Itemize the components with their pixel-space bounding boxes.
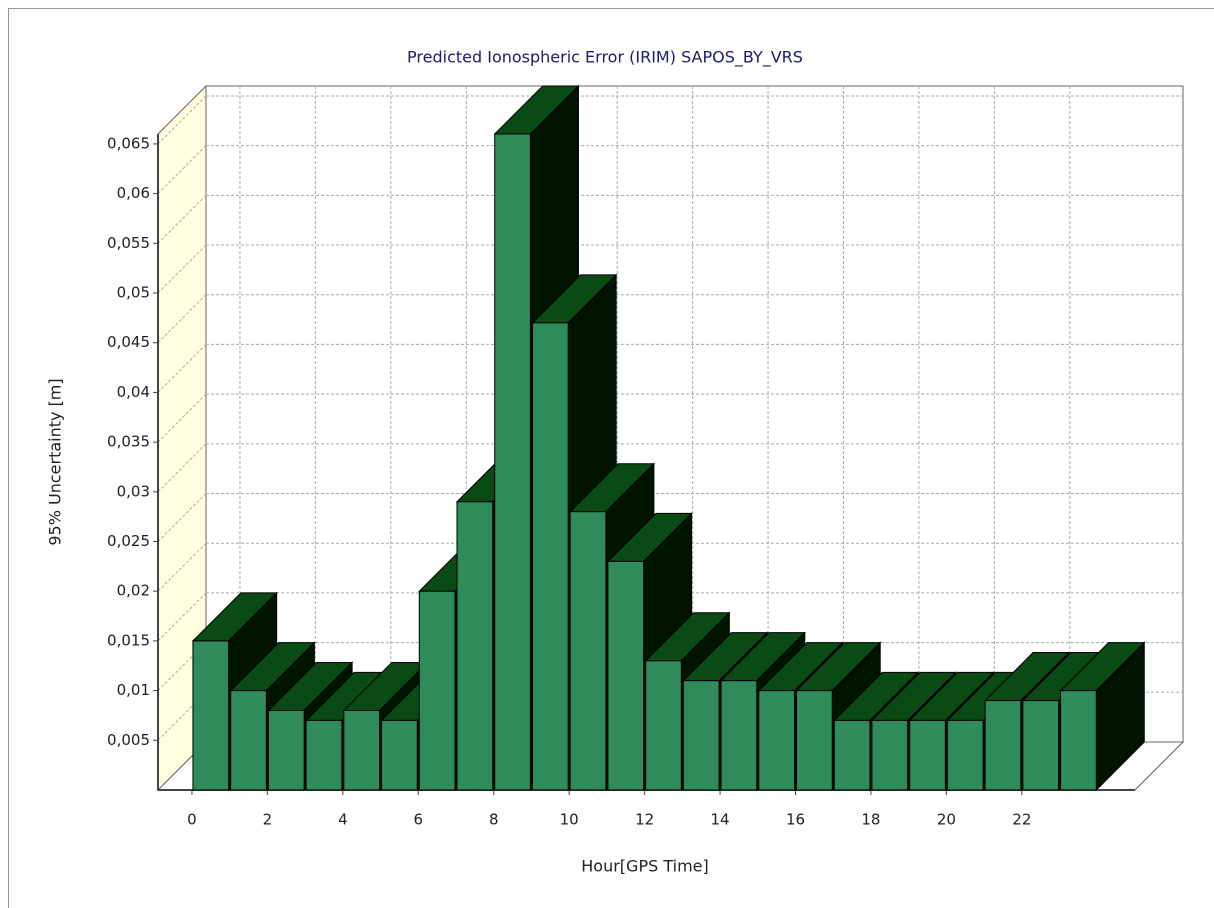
y-tick-label: 0,015 — [107, 631, 150, 649]
y-tick-label: 0,01 — [117, 681, 150, 699]
bar — [1060, 690, 1097, 791]
y-axis-label: 95% Uncertainty [m] — [46, 378, 65, 545]
x-tick-label: 16 — [786, 811, 805, 829]
grid-line — [157, 95, 207, 145]
y-tick-label: 0,04 — [117, 383, 150, 401]
y-tick-label: 0,025 — [107, 532, 150, 550]
y-tick-label: 0,05 — [117, 284, 150, 302]
x-tick-label: 18 — [861, 811, 880, 829]
bar — [531, 322, 569, 791]
grid-line — [157, 344, 207, 393]
y-tick-label: 0,005 — [107, 731, 150, 749]
bar — [267, 709, 305, 791]
grid-line — [157, 493, 207, 542]
x-tick-label: 8 — [489, 811, 499, 829]
bar — [418, 590, 456, 791]
bar — [720, 680, 758, 791]
x-tick-label: 4 — [338, 811, 348, 829]
bar — [381, 719, 418, 791]
x-tick-label: 20 — [937, 811, 956, 829]
bar — [796, 690, 833, 791]
bar — [456, 501, 494, 791]
y-tick-label: 0,055 — [107, 234, 150, 252]
x-tick-label: 22 — [1012, 811, 1031, 829]
bar — [569, 511, 607, 791]
bar — [494, 133, 531, 791]
y-tick-label: 0,045 — [107, 333, 150, 351]
bar — [871, 719, 909, 791]
bar — [645, 660, 682, 791]
x-tick-label: 6 — [414, 811, 424, 829]
frame — [8, 8, 1214, 908]
grid-line — [157, 244, 207, 294]
grid-line — [157, 145, 207, 194]
bar — [230, 690, 267, 791]
y-tick-label: 0,06 — [117, 184, 150, 202]
x-tick-label: 0 — [187, 811, 197, 829]
grid-line — [157, 443, 207, 493]
grid-line — [157, 393, 207, 443]
x-axis-label: Hour[GPS Time] — [581, 857, 708, 876]
bar — [758, 690, 796, 791]
grid-line — [157, 294, 207, 344]
bar — [946, 719, 984, 791]
y-tick-label: 0,065 — [107, 134, 150, 152]
y-tick-label: 0,035 — [107, 433, 150, 451]
y-tick-label: 0,02 — [117, 582, 150, 600]
bar — [682, 680, 720, 791]
x-tick-label: 10 — [560, 811, 579, 829]
y-tick-label: 0,03 — [117, 482, 150, 500]
bar — [607, 560, 645, 791]
x-tick-label: 2 — [263, 811, 273, 829]
grid-line — [157, 194, 207, 244]
chart-title: Predicted Ionospheric Error (IRIM) SAPOS… — [407, 48, 803, 68]
bar — [343, 709, 381, 791]
bar — [1022, 700, 1060, 791]
bar — [305, 719, 343, 791]
bar — [984, 700, 1022, 791]
bar — [909, 719, 946, 791]
grid-line — [157, 592, 207, 642]
bar — [833, 719, 871, 791]
bar — [192, 640, 230, 791]
x-tick-label: 14 — [711, 811, 730, 829]
x-tick-label: 12 — [635, 811, 654, 829]
grid-line — [157, 542, 207, 592]
